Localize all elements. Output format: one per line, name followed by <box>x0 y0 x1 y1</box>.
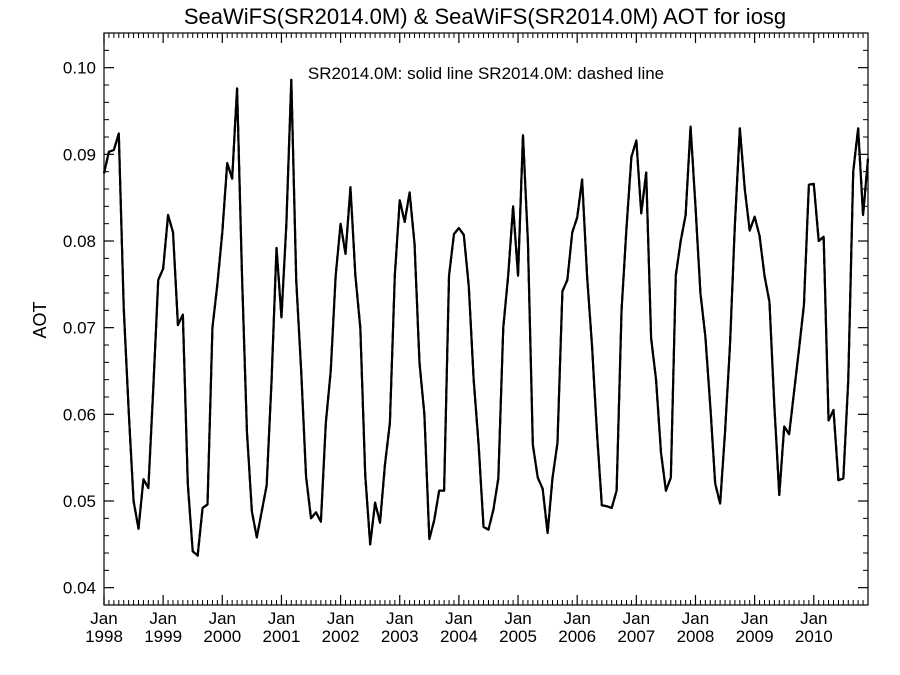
x-tick-month-label: Jan <box>445 609 472 628</box>
x-tick-month-label: Jan <box>268 609 295 628</box>
y-tick-label: 0.05 <box>63 492 96 511</box>
legend-text: SR2014.0M: solid line SR2014.0M: dashed … <box>308 64 664 83</box>
x-tick-year-label: 2008 <box>677 627 715 646</box>
x-tick-month-label: Jan <box>149 609 176 628</box>
x-tick-year-label: 2007 <box>617 627 655 646</box>
y-tick-label: 0.06 <box>63 405 96 424</box>
x-tick-year-label: 2003 <box>381 627 419 646</box>
x-tick-month-label: Jan <box>386 609 413 628</box>
series-lines <box>102 78 870 557</box>
x-tick-year-label: 2006 <box>558 627 596 646</box>
plot-frame <box>103 32 869 606</box>
x-tick-month-label: Jan <box>741 609 768 628</box>
x-tick-month-label: Jan <box>563 609 590 628</box>
x-tick-year-label: 2001 <box>263 627 301 646</box>
x-tick-year-label: 2010 <box>795 627 833 646</box>
x-tick-month-label: Jan <box>504 609 531 628</box>
x-tick-year-label: 2005 <box>499 627 537 646</box>
series-line-dashed <box>102 78 870 557</box>
series-line-solid <box>102 78 870 557</box>
x-tick-year-label: 2002 <box>322 627 360 646</box>
y-tick-label: 0.10 <box>63 59 96 78</box>
x-tick-year-label: 2009 <box>736 627 774 646</box>
y-tick-label: 0.08 <box>63 232 96 251</box>
x-tick-month-label: Jan <box>90 609 117 628</box>
chart-title: SeaWiFS(SR2014.0M) & SeaWiFS(SR2014.0M) … <box>184 4 786 29</box>
tick-labels: 0.040.050.060.070.080.090.10Jan1998Jan19… <box>63 59 833 646</box>
x-tick-year-label: 2000 <box>203 627 241 646</box>
x-tick-month-label: Jan <box>623 609 650 628</box>
axis-ticks <box>103 32 869 606</box>
x-tick-year-label: 1998 <box>85 627 123 646</box>
x-tick-year-label: 2004 <box>440 627 478 646</box>
x-tick-year-label: 1999 <box>144 627 182 646</box>
x-tick-month-label: Jan <box>682 609 709 628</box>
y-tick-label: 0.09 <box>63 145 96 164</box>
y-tick-label: 0.07 <box>63 319 96 338</box>
x-tick-month-label: Jan <box>209 609 236 628</box>
y-tick-label: 0.04 <box>63 579 96 598</box>
x-tick-month-label: Jan <box>327 609 354 628</box>
x-tick-month-label: Jan <box>800 609 827 628</box>
y-axis-label: AOT <box>30 301 50 338</box>
